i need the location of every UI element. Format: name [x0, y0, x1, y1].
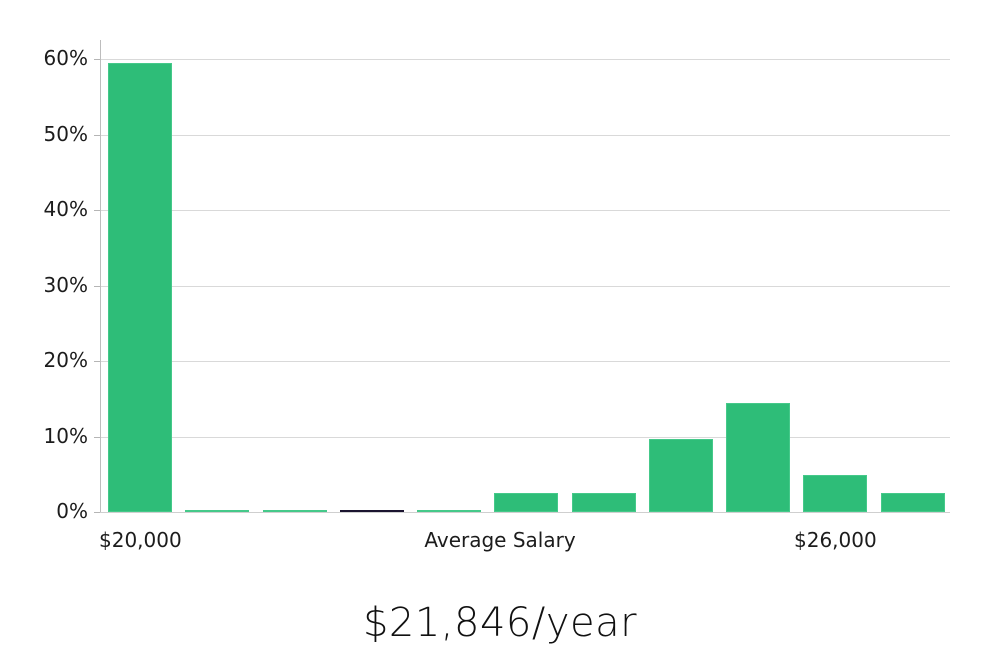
y-tick-mark-60%	[94, 59, 100, 60]
y-axis-label-40%: 40%	[43, 197, 88, 221]
bar-5[interactable]	[417, 510, 481, 512]
bar-1[interactable]	[108, 63, 172, 512]
y-axis-label-10%: 10%	[43, 424, 88, 448]
y-axis-label-0%: 0%	[56, 499, 88, 523]
bar-series	[100, 40, 950, 512]
y-tick-mark-20%	[94, 361, 100, 362]
gridline-40%	[100, 210, 950, 211]
gridline-0%	[100, 512, 950, 513]
y-tick-mark-10%	[94, 437, 100, 438]
x-axis-title: Average Salary	[424, 528, 576, 552]
gridline-50%	[100, 135, 950, 136]
y-axis-tick-labels: 0% 10% 20% 30% 40% 50% 60%	[0, 0, 88, 660]
bar-11[interactable]	[881, 493, 945, 512]
y-tick-mark-30%	[94, 286, 100, 287]
y-axis-label-60%: 60%	[43, 46, 88, 70]
bar-9[interactable]	[726, 403, 790, 512]
plot-area	[100, 40, 950, 512]
gridline-30%	[100, 286, 950, 287]
bar-10[interactable]	[803, 475, 867, 512]
bar-4[interactable]	[340, 510, 404, 512]
bar-3[interactable]	[263, 510, 327, 512]
x-axis-tick-left: $20,000	[99, 528, 182, 552]
bar-8[interactable]	[649, 439, 713, 512]
y-tick-mark-50%	[94, 135, 100, 136]
average-salary-caption: $21,846/year	[362, 600, 638, 646]
gridline-60%	[100, 59, 950, 60]
y-tick-mark-40%	[94, 210, 100, 211]
bar-6[interactable]	[494, 493, 558, 512]
gridline-10%	[100, 437, 950, 438]
y-axis-line	[100, 40, 101, 512]
y-axis-label-20%: 20%	[43, 348, 88, 372]
x-axis-tick-right: $26,000	[794, 528, 877, 552]
bar-7[interactable]	[572, 493, 636, 512]
gridline-20%	[100, 361, 950, 362]
y-axis-label-50%: 50%	[43, 122, 88, 146]
bar-2[interactable]	[185, 510, 249, 512]
y-axis-label-30%: 30%	[43, 273, 88, 297]
y-tick-mark-0%	[94, 512, 100, 513]
